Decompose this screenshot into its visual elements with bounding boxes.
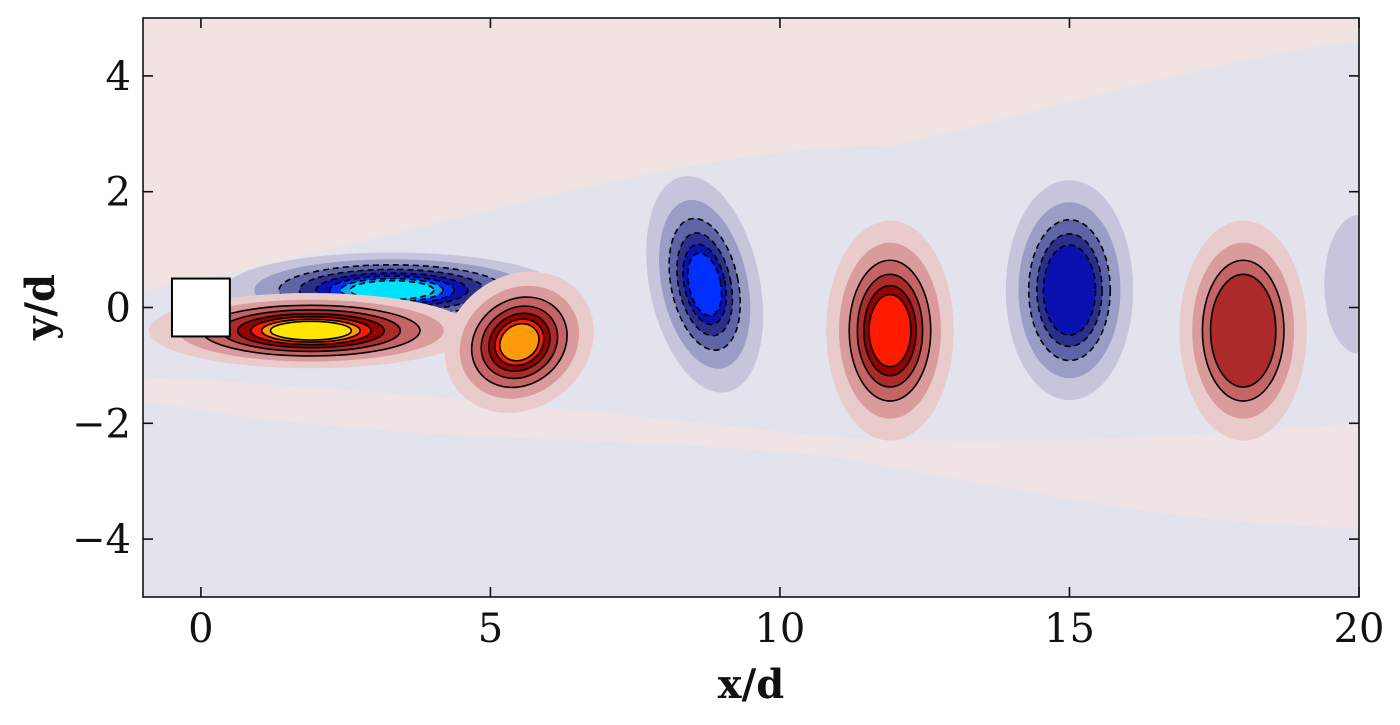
vortex-negative-5-contour-4 xyxy=(1036,233,1103,348)
x-tick-label-5: 5 xyxy=(478,606,503,652)
vortex-positive-2-contour-5 xyxy=(488,312,551,372)
x-tick-label-0: 0 xyxy=(188,606,213,652)
vortex-positive-6-contour-4 xyxy=(1209,273,1277,388)
vortex-positive-2-contour-3 xyxy=(470,296,568,389)
y-axis-title: y/d xyxy=(17,274,64,341)
vortex-positive-2-level-7 xyxy=(499,323,539,361)
y-tick-label-2: 2 xyxy=(106,170,131,216)
vortex-positive-1-level-8 xyxy=(270,321,352,341)
vortex-positive-2-contour-6 xyxy=(494,318,545,367)
y-tick-label--4: −4 xyxy=(72,517,131,563)
vortex-positive-1-contour-7 xyxy=(260,318,362,343)
vortex-positive-1-contour-8 xyxy=(269,320,353,341)
x-tick-label-15: 15 xyxy=(1044,606,1095,652)
vortex-negative-3-level-6 xyxy=(687,253,722,316)
vortex-negative-7 xyxy=(1324,214,1359,354)
vortex-positive-1-contour-6 xyxy=(250,315,372,346)
vortex-positive-4-contour-4 xyxy=(856,273,924,388)
vortex-negative-3-contour-5 xyxy=(682,243,728,326)
obstacle-layer xyxy=(170,277,231,338)
y-tick-label-0: 0 xyxy=(106,286,131,332)
vortex-positive-2 xyxy=(444,271,594,413)
square-cylinder-obstacle xyxy=(170,277,231,338)
vortex-negative-5 xyxy=(1005,180,1134,401)
vortex-positive-4-contour-6 xyxy=(868,293,912,368)
vortex-positive-4-contour-5 xyxy=(863,284,917,377)
vortex-negative-5-contour-5 xyxy=(1042,244,1097,336)
vortex-negative-5-level-5 xyxy=(1043,245,1096,336)
vortex-negative-5-contour-3 xyxy=(1027,218,1112,362)
vortex-negative-0-level-8 xyxy=(350,280,434,300)
vortex-positive-4-level-6 xyxy=(869,294,911,367)
vortex-positive-6-contour-3 xyxy=(1201,259,1285,402)
field-background-positive-lower-band xyxy=(143,376,1359,528)
x-tick-label-10: 10 xyxy=(754,606,805,652)
y-tick-label-4: 4 xyxy=(106,54,131,100)
vortex-negative-3-contour-3 xyxy=(668,217,742,351)
vortex-negative-3 xyxy=(646,176,764,393)
y-tick-label--2: −2 xyxy=(72,401,131,447)
vortex-positive-2-contour-7 xyxy=(499,322,540,362)
vortex-positive-6 xyxy=(1179,220,1307,441)
vortex-positive-6-level-4 xyxy=(1210,274,1276,387)
vortex-negative-7-level-1 xyxy=(1324,214,1359,354)
x-axis-title: x/d xyxy=(718,661,784,708)
x-tick-label-20: 20 xyxy=(1334,606,1385,652)
vortex-positive-4-contour-3 xyxy=(848,259,932,402)
vortex-positive-2-contour-4 xyxy=(480,305,559,380)
vortex-negative-3-contour-6 xyxy=(686,252,723,317)
vortex-negative-3-contour-4 xyxy=(676,232,734,337)
vorticity-field xyxy=(143,18,1359,597)
plot-area xyxy=(143,18,1359,597)
vortex-positive-1-contour-5 xyxy=(236,312,386,349)
vortex-positive-4 xyxy=(826,220,954,441)
